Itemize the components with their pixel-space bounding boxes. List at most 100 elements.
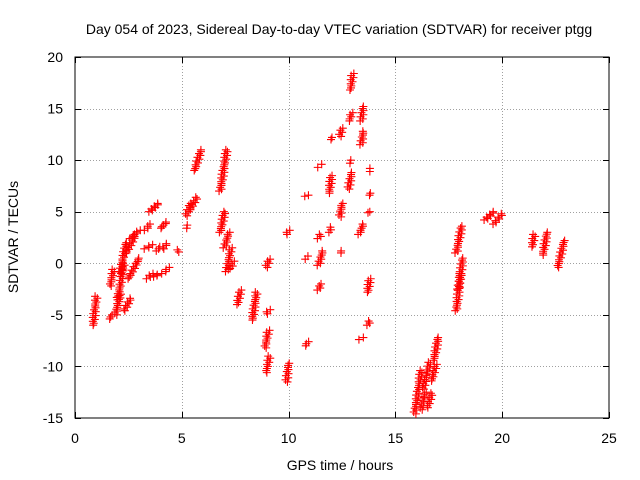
data-point [153,270,162,279]
data-point [263,334,272,343]
data-point [237,286,246,295]
data-point [364,286,373,295]
data-point [359,333,368,342]
data-point [250,310,259,319]
data-point [264,259,273,268]
data-point [357,108,366,117]
data-point [338,128,347,137]
data-point [161,218,170,227]
data-point [458,256,467,265]
data-point [556,253,565,262]
data-point [251,288,260,297]
data-point [218,220,227,229]
data-point [162,265,171,274]
data-point [358,104,367,113]
data-point [366,274,375,283]
data-point [120,253,129,262]
data-point [456,224,465,233]
data-point [174,247,183,256]
y-tick-label: -5 [51,307,64,323]
data-point [249,301,258,310]
data-point [116,269,125,278]
data-point [347,168,356,177]
data-point [457,269,466,278]
data-point [222,236,231,245]
plot-frame [74,56,610,419]
data-point [338,124,347,133]
data-point [363,208,372,217]
x-tick-label: 15 [388,430,404,446]
data-point [528,240,537,249]
data-point [266,255,275,264]
data-point [304,191,313,200]
data-point [365,319,374,328]
data-point [127,241,136,250]
data-point [336,207,345,216]
data-point [337,201,346,210]
data-point [318,246,327,255]
data-point [303,252,312,261]
data-point [220,158,229,167]
x-tick-label: 20 [494,430,510,446]
data-point [558,250,567,259]
data-point [434,333,443,342]
data-point [113,289,122,298]
data-point [266,354,275,363]
data-point [541,241,550,250]
data-point [358,220,367,229]
data-point [348,77,357,86]
data-point [122,238,131,247]
data-point [326,183,335,192]
data-point [345,174,354,183]
data-point [230,257,239,266]
data-point [266,305,275,314]
data-point [225,228,234,237]
data-point [365,191,374,200]
data-point [162,239,171,248]
data-point [226,251,235,260]
data-point [196,151,205,160]
data-point [543,228,552,237]
data-point [144,242,153,251]
data-point [426,389,435,398]
data-point [125,299,134,308]
data-point [451,306,460,315]
data-point [262,366,271,375]
data-point [173,245,182,254]
y-axis-label: SDTVAR / TECUs [5,181,21,293]
data-point [316,253,325,262]
x-tick-label: 25 [601,430,617,446]
data-point [365,207,374,216]
data-point [284,361,293,370]
data-point [191,193,200,202]
data-point [412,387,421,396]
data-point [105,279,114,288]
y-tick-label: -10 [43,358,63,374]
data-point [454,295,463,304]
data-point [123,243,132,252]
data-point [417,368,426,377]
data-point [326,223,335,232]
data-point [228,243,237,252]
data-point [219,207,228,216]
data-point [126,294,135,303]
data-point [234,298,243,307]
data-point [420,375,429,384]
data-point [283,377,292,386]
data-point [337,132,346,141]
data-point [304,337,313,346]
data-point [221,209,230,218]
data-point [117,260,126,269]
x-axis-label: GPS time / hours [287,457,394,473]
data-point [116,282,125,291]
data-point [131,264,140,273]
data-point [328,171,337,180]
data-point [429,356,438,365]
y-tick-label: 10 [47,152,63,168]
data-point [432,339,441,348]
data-point [345,86,354,95]
data-point [540,245,549,254]
data-point [557,244,566,253]
data-point [345,185,354,194]
